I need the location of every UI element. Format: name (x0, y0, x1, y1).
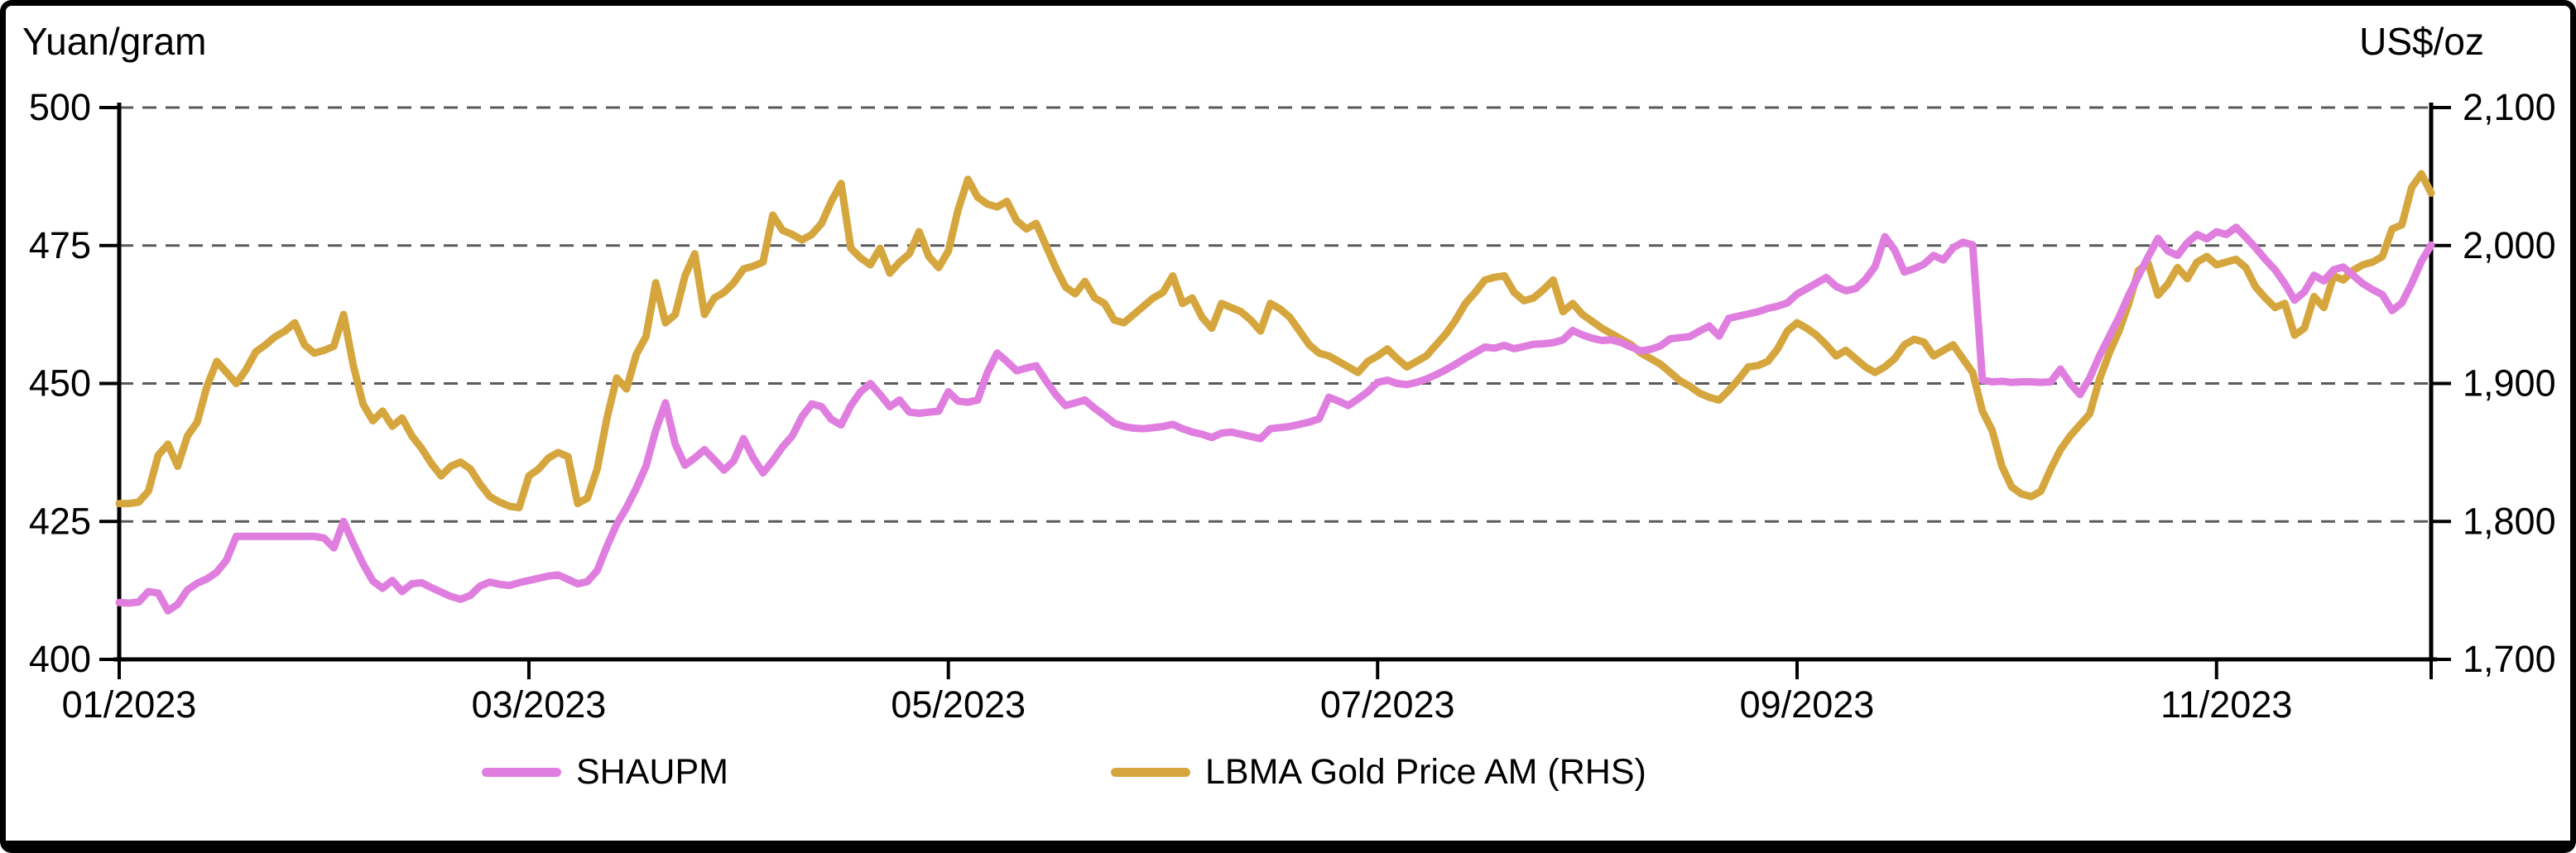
legend-item-lbma: LBMA Gold Price AM (RHS) (1111, 750, 1646, 793)
left-tick-label: 450 (29, 362, 91, 405)
left-tick-label: 500 (29, 86, 91, 128)
right-tick-label: 1,700 (2463, 638, 2556, 680)
right-tick-label: 1,800 (2463, 500, 2556, 542)
right-tick-label: 1,900 (2463, 362, 2556, 405)
x-tick-label: 09/2023 (1740, 683, 1875, 726)
x-tick-label: 11/2023 (2160, 683, 2292, 726)
series-lbma-line (115, 170, 2435, 512)
legend-item-shaupm: SHAUPM (482, 750, 728, 793)
left-tick-label: 400 (29, 638, 91, 680)
x-tick-label: 05/2023 (891, 683, 1026, 726)
shaupm-line-swatch-icon (482, 767, 561, 777)
right-tick-label: 2,000 (2463, 224, 2556, 266)
x-tick-label: 01/2023 (62, 683, 197, 726)
x-tick-label: 03/2023 (472, 683, 607, 726)
x-tick-label: 07/2023 (1320, 683, 1455, 726)
right-tick-label: 2,100 (2463, 86, 2556, 128)
legend-label-lbma: LBMA Gold Price AM (RHS) (1205, 751, 1646, 792)
left-tick-label: 475 (29, 224, 91, 266)
legend-label-shaupm: SHAUPM (576, 751, 728, 792)
series-shaupm-line (115, 223, 2435, 615)
right-axis-title: US$/oz (2359, 20, 2484, 63)
lbma-line-swatch-icon (1111, 767, 1190, 777)
line-chart: 500 475 450 425 400 2,100 2,000 1,900 1,800 1,700… (29, 86, 2556, 726)
left-tick-label: 425 (29, 500, 91, 542)
left-axis-title: Yuan/gram (22, 20, 207, 63)
